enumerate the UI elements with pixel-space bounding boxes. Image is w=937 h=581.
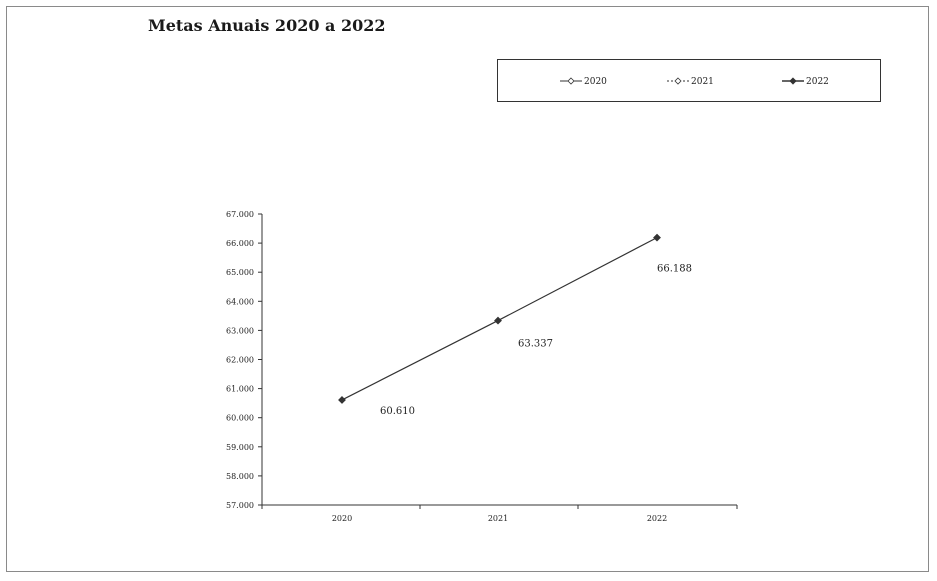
chart-frame — [6, 6, 929, 572]
y-tick-label: 64.000 — [226, 297, 254, 306]
legend-marker — [789, 77, 797, 85]
y-tick-label: 62.000 — [226, 356, 254, 365]
data-label: 60.610 — [380, 406, 415, 417]
y-tick-label: 65.000 — [226, 268, 254, 277]
legend-marker — [567, 77, 575, 85]
legend-box — [497, 59, 881, 102]
data-point — [653, 233, 661, 242]
chart-title: Metas Anuais 2020 a 2022 — [148, 16, 386, 35]
y-tick-label: 66.000 — [226, 239, 254, 248]
data-point — [338, 396, 346, 404]
legend-label: 2022 — [806, 77, 829, 87]
data-label: 63.337 — [518, 339, 553, 350]
y-tick-label: 59.000 — [226, 443, 254, 452]
legend-label: 2020 — [584, 77, 607, 87]
legend-label: 2021 — [691, 77, 714, 87]
series-group — [338, 233, 661, 404]
x-tick-label: 2021 — [488, 514, 508, 523]
y-tick-label: 60.000 — [226, 414, 254, 423]
legend-marker — [674, 77, 682, 85]
data-point — [494, 316, 502, 325]
y-tick-label: 67.000 — [226, 210, 254, 219]
y-tick-label: 61.000 — [226, 385, 254, 394]
legend-entries: 2020 2021 2022 — [560, 77, 829, 87]
x-axis-ticks: 2020 2021 2022 — [261, 505, 738, 523]
data-labels: 60.610 63.337 66.188 — [380, 264, 692, 417]
y-tick-label: 58.000 — [226, 472, 254, 481]
y-tick-label: 57.000 — [226, 501, 254, 510]
x-tick-label: 2020 — [332, 514, 352, 523]
y-tick-label: 63.000 — [226, 326, 254, 335]
data-label: 66.188 — [657, 264, 692, 275]
axes — [261, 214, 737, 506]
y-axis-ticks: 57.000 58.000 59.000 60.000 61.000 62.000 63.0… — [226, 210, 262, 510]
x-tick-label: 2022 — [647, 514, 667, 523]
